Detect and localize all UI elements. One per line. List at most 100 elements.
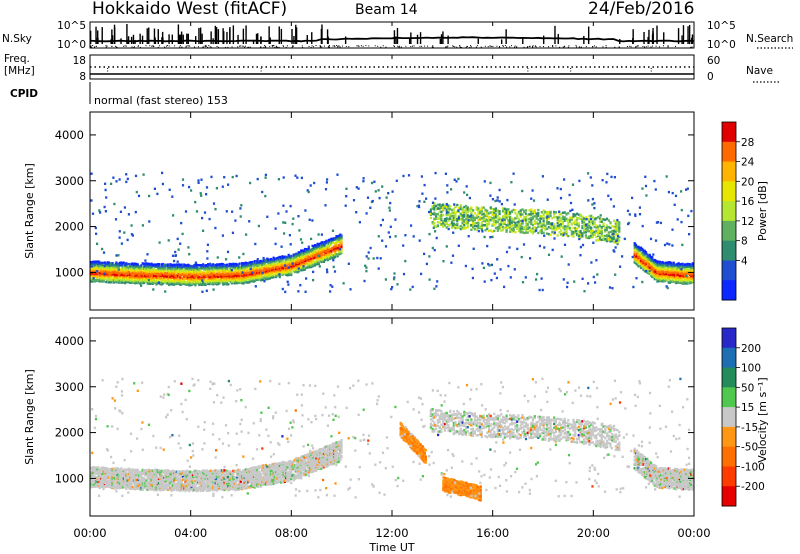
scatter-cell: [298, 265, 302, 268]
noise-dot: [239, 45, 241, 47]
scatter-cell: [287, 266, 291, 269]
scatter-cell: [675, 276, 678, 279]
scatter-cell: [214, 277, 217, 280]
power-colorbar-label: Power [dB]: [756, 181, 769, 241]
scatter-cell: [269, 263, 273, 266]
scatter-cell: [332, 259, 335, 262]
scatter-cell: [498, 212, 501, 216]
scatter-cell: [475, 208, 478, 211]
scatter-cell: [442, 203, 445, 206]
scatter-cell: [315, 247, 318, 250]
scatter-cell: [277, 262, 280, 266]
scatter-cell: [681, 274, 684, 277]
scatter-cell: [218, 272, 221, 276]
scatter-cell: [321, 247, 324, 250]
scatter-cell: [591, 222, 594, 225]
noise-dot: [334, 46, 336, 48]
scatter-cell: [454, 219, 457, 222]
scatter-cell: [188, 276, 191, 280]
scatter-cell: [581, 226, 584, 230]
scatter-cell: [540, 222, 543, 226]
scatter-cell: [379, 224, 382, 227]
beam-title: Beam 14: [355, 2, 418, 18]
scatter-cell: [294, 174, 297, 177]
scatter-cell: [267, 268, 270, 272]
scatter-cell: [224, 264, 227, 267]
scatter-cell: [572, 221, 575, 225]
scatter-cell: [154, 274, 157, 278]
scatter-cell: [312, 254, 315, 258]
scatter-cell: [335, 245, 338, 248]
scatter-cell: [113, 266, 117, 269]
scatter-cell: [106, 270, 109, 273]
scatter-cell: [180, 273, 183, 276]
scatter-cell: [159, 273, 162, 276]
scatter-cell: [278, 255, 281, 259]
scatter-cell: [242, 277, 245, 280]
scatter-cell: [176, 260, 179, 263]
scatter-cell: [606, 172, 609, 176]
scatter-cell: [507, 264, 510, 268]
scatter-cell: [170, 267, 173, 270]
scatter-cell: [602, 234, 605, 238]
scatter-cell: [502, 216, 505, 220]
scatter-cell: [466, 208, 469, 211]
scatter-cell: [186, 269, 190, 272]
scatter-cell: [513, 268, 516, 271]
scatter-cell: [207, 280, 210, 283]
scatter-cell: [224, 268, 227, 272]
scatter-cell: [230, 277, 234, 281]
scatter-cell: [175, 274, 178, 277]
scatter-cell: [91, 473, 94, 476]
scatter-cell: [661, 280, 664, 283]
scatter-cell: [469, 214, 472, 218]
scatter-cell: [101, 247, 104, 251]
scatter-cell: [321, 259, 324, 263]
scatter-cell: [609, 238, 612, 241]
scatter-cell: [217, 281, 220, 284]
scatter-cell: [175, 266, 178, 269]
scatter-cell: [523, 217, 526, 220]
scatter-cell: [457, 177, 460, 181]
scatter-cell: [551, 217, 554, 220]
scatter-cell: [124, 279, 127, 282]
scatter-cell: [639, 248, 643, 252]
scatter-cell: [95, 232, 98, 235]
scatter-cell: [465, 226, 468, 230]
scatter-cell: [632, 285, 635, 289]
scatter-cell: [668, 281, 671, 284]
scatter-cell: [655, 272, 658, 275]
scatter-cell: [539, 220, 542, 223]
scatter-cell: [544, 224, 547, 227]
scatter-cell: [185, 269, 188, 272]
noise-dot: [645, 46, 647, 48]
scatter-cell: [262, 256, 265, 260]
scatter-cell: [252, 265, 255, 268]
scatter-cell: [457, 215, 461, 218]
scatter-cell: [689, 268, 692, 271]
noise-dot: [605, 45, 607, 47]
scatter-cell: [197, 179, 200, 182]
scatter-cell: [179, 242, 182, 245]
scatter-cell: [562, 233, 565, 236]
scatter-cell: [271, 260, 274, 264]
noise-right-tick-top: 10^5: [707, 20, 736, 32]
noise-dot: [562, 46, 564, 48]
noise-dot: [595, 46, 597, 48]
scatter-cell: [675, 272, 678, 275]
scatter-cell: [493, 216, 496, 220]
scatter-cell: [141, 276, 144, 279]
scatter-cell: [676, 281, 679, 284]
scatter-cell: [274, 227, 277, 230]
scatter-cell: [331, 256, 334, 260]
scatter-cell: [690, 264, 693, 267]
noise-dot: [292, 46, 294, 48]
scatter-cell: [571, 183, 575, 186]
scatter-cell: [286, 269, 289, 272]
scatter-cell: [505, 212, 508, 215]
scatter-cell: [651, 263, 654, 266]
scatter-cell: [681, 264, 684, 267]
scatter-cell: [252, 262, 255, 266]
scatter-cell: [486, 211, 489, 214]
scatter-cell: [634, 251, 638, 254]
